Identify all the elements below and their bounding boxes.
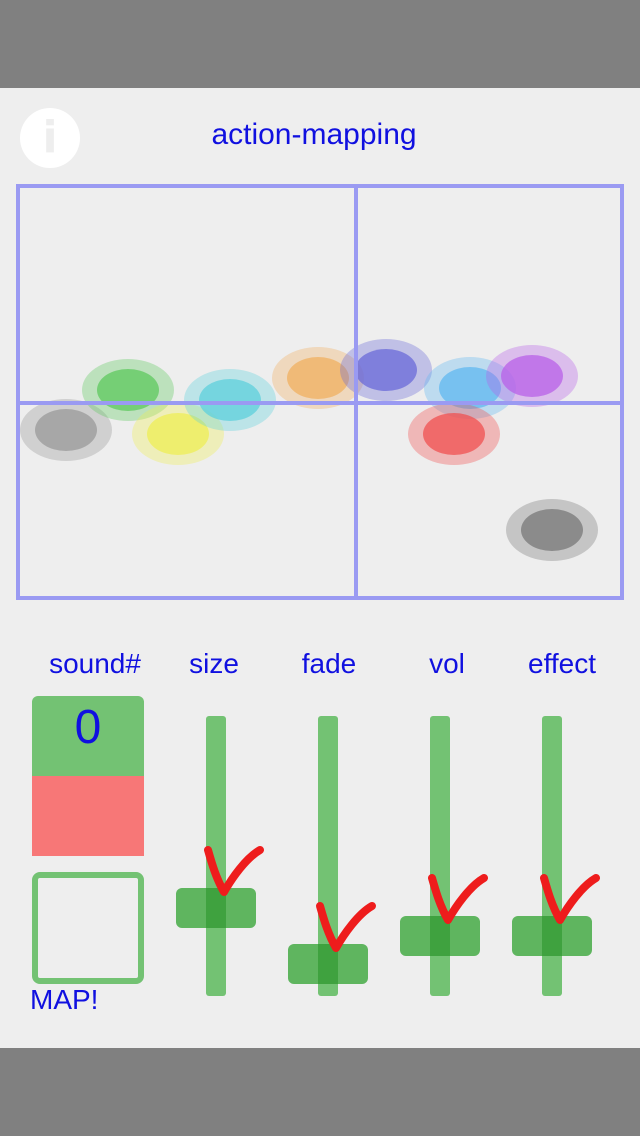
slider-label-fade: fade (301, 648, 357, 679)
mapping-dot[interactable] (35, 409, 97, 451)
page-title: action-mapping (211, 118, 417, 151)
mapping-area[interactable] (16, 184, 624, 600)
info-button[interactable]: i (20, 108, 80, 168)
screen: i action-mapping sound# size fade vol ef… (0, 88, 640, 1048)
mapping-dot[interactable] (287, 357, 349, 399)
mapping-dot[interactable] (199, 379, 261, 421)
check-mark-icon (540, 874, 600, 924)
slider-label-effect: effect (528, 648, 596, 679)
mapping-dot[interactable] (423, 413, 485, 455)
mapping-canvas[interactable] (16, 184, 624, 600)
sound-label: sound# (49, 648, 141, 679)
mapping-dot[interactable] (355, 349, 417, 391)
check-mark-icon (316, 902, 376, 952)
mapping-dot[interactable] (501, 355, 563, 397)
map-button[interactable] (32, 872, 144, 984)
mapping-dot[interactable] (439, 367, 501, 409)
sound-number-selector[interactable]: 0 (32, 696, 144, 776)
mapping-dot[interactable] (97, 369, 159, 411)
check-mark-icon (204, 846, 264, 896)
mapping-dot[interactable] (147, 413, 209, 455)
info-icon: i (42, 112, 58, 163)
mapping-dot[interactable] (521, 509, 583, 551)
vol-slider[interactable] (400, 716, 488, 996)
slider-thumb[interactable] (400, 916, 480, 956)
map-button-label: MAP! (30, 984, 99, 1015)
slider-thumb[interactable] (176, 888, 256, 928)
slider-thumb[interactable] (512, 916, 592, 956)
sound-color-swatch[interactable] (32, 776, 144, 856)
slider-thumb[interactable] (288, 944, 368, 984)
check-mark-icon (428, 874, 488, 924)
slider-label-size: size (189, 648, 239, 679)
sound-number-value: 0 (74, 701, 102, 754)
slider-label-vol: vol (429, 648, 465, 679)
effect-slider[interactable] (512, 716, 600, 996)
size-slider[interactable] (176, 716, 264, 996)
fade-slider[interactable] (288, 716, 376, 996)
